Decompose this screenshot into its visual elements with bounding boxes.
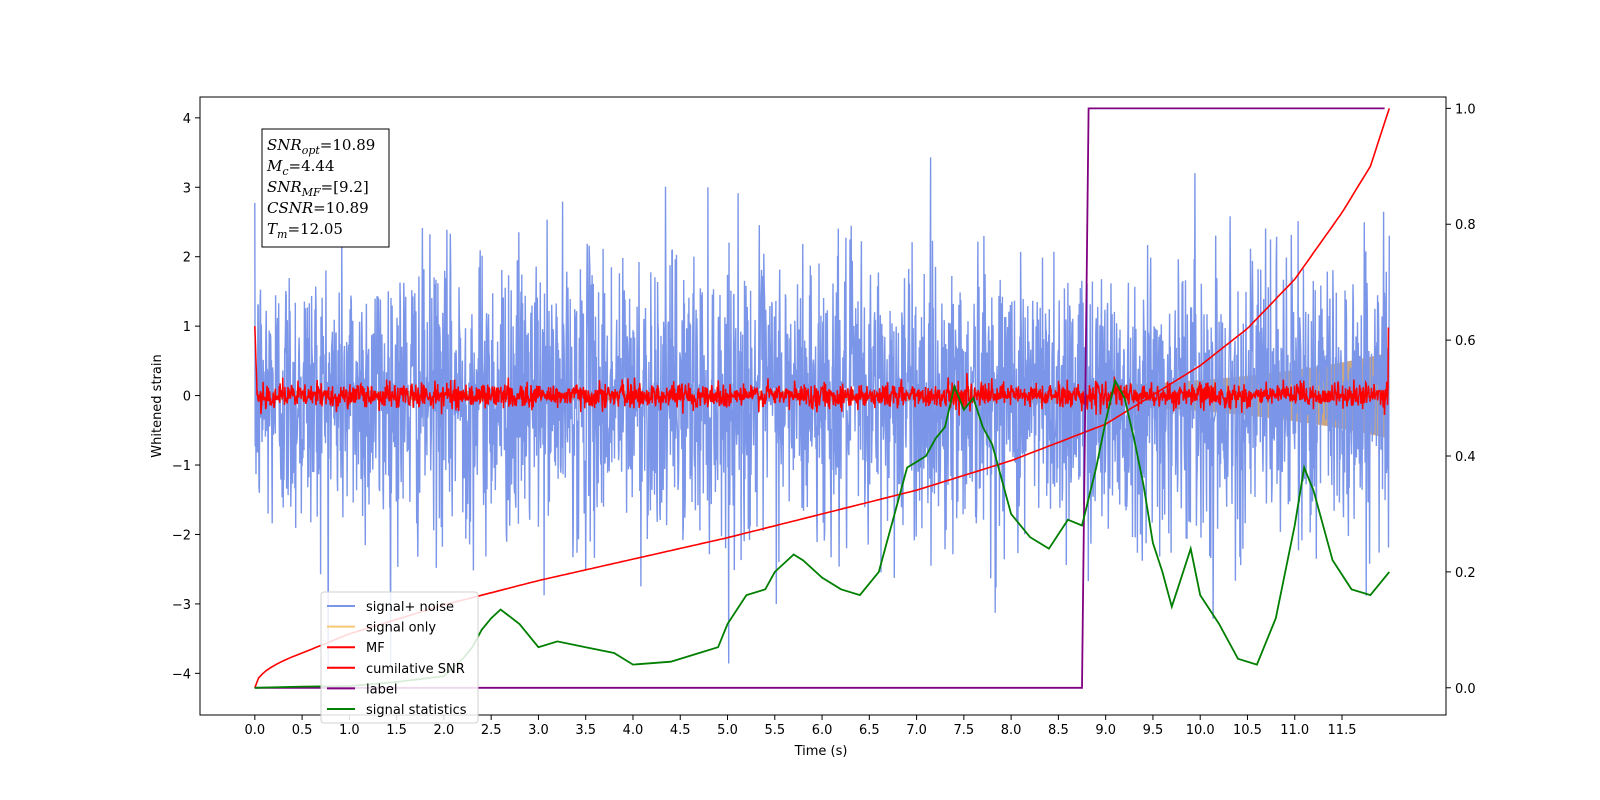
x-tick-label: 2.5 [481,723,502,738]
info-line: SNRMF=[9.2] [267,178,369,199]
y2-tick-label: 0.4 [1455,450,1476,465]
info-line: SNRopt=10.89 [267,136,375,157]
x-tick-label: 7.5 [954,723,975,738]
info-line: Mc=4.44 [266,157,335,178]
x-tick-label: 0.0 [244,723,265,738]
x-tick-label: 10.5 [1233,723,1262,738]
x-tick-label: 8.0 [1001,723,1022,738]
y-tick-label: −1 [172,459,191,474]
y2-tick-label: 0.2 [1455,566,1476,581]
info-line: CSNR=10.89 [267,199,369,217]
mf-series [254,326,1390,416]
x-tick-label: 9.5 [1143,723,1164,738]
y-tick-label: 0 [183,390,191,405]
x-tick-label: 10.0 [1186,723,1215,738]
legend-label: signal+ noise [366,600,454,615]
y2-tick-label: 1.0 [1455,102,1476,117]
signal-noise-series [254,157,1390,667]
plot-frame [199,96,1447,716]
x-tick-label: 11.5 [1328,723,1357,738]
legend-label: label [366,682,397,697]
y-tick-label: 1 [183,320,191,335]
x-tick-label: 3.0 [528,723,549,738]
y-tick-label: 2 [183,251,191,266]
x-tick-label: 7.0 [906,723,927,738]
x-tick-label: 6.5 [859,723,880,738]
y-tick-label: 4 [183,112,191,127]
x-tick-label: 2.0 [434,723,455,738]
legend-label: cumilative SNR [366,662,465,677]
label-series [254,107,1385,689]
x-tick-label: 9.0 [1095,723,1116,738]
x-tick-label: 5.5 [764,723,785,738]
legend: signal+ noise signal only MF cumilative SNR… [320,591,479,724]
x-tick-label: 1.0 [339,723,360,738]
x-axis-label: Time (s) [794,744,848,759]
x-tick-label: 0.5 [292,723,313,738]
y2-tick-label: 0.6 [1455,334,1476,349]
x-tick-label: 3.5 [575,723,596,738]
legend-label: signal only [366,621,436,636]
y-tick-label: −2 [172,528,191,543]
legend-label: signal statistics [366,703,467,718]
x-tick-label: 4.5 [670,723,691,738]
info-box: SNRopt=10.89Mc=4.44SNRMF=[9.2]CSNR=10.89… [261,128,390,248]
x-tick-label: 11.0 [1280,723,1309,738]
x-tick-label: 5.0 [717,723,738,738]
y-tick-label: 3 [183,181,191,196]
legend-label: MF [366,641,385,656]
y2-tick-label: 0.8 [1455,218,1476,233]
y-axis-label: Whitened strain [150,354,165,457]
x-tick-label: 4.0 [623,723,644,738]
x-tick-label: 8.5 [1048,723,1069,738]
info-line: Tm=12.05 [267,220,343,241]
y2-tick-label: 0.0 [1455,682,1476,697]
x-tick-label: 6.0 [812,723,833,738]
y-tick-label: −4 [172,667,191,682]
x-tick-label: 1.5 [386,723,407,738]
signal-statistics-series [254,378,1390,689]
y-tick-label: −3 [172,598,191,613]
